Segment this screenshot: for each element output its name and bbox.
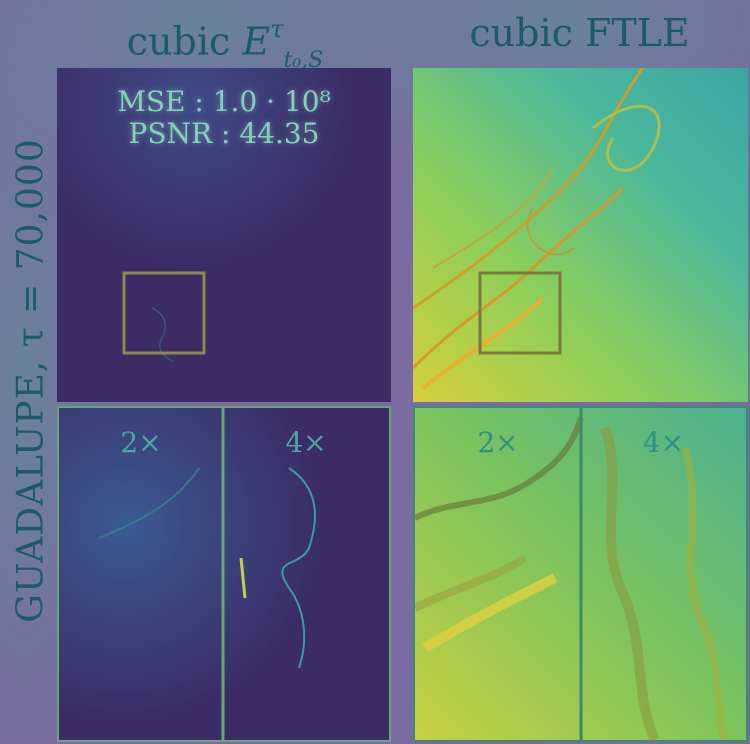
right-column-title: cubic FTLE — [469, 11, 690, 55]
error-field-image — [57, 68, 391, 402]
error-zoom-image — [59, 408, 389, 740]
zoom-box-right — [478, 271, 562, 355]
error-zoom-4x-label: 4× — [285, 426, 327, 459]
ftle-zoom-panel: 2× 4× — [413, 406, 748, 742]
mse-label: MSE : 1.0 · 10⁸ — [117, 85, 331, 118]
error-zoom-panel: 2× 4× — [57, 406, 391, 742]
left-title-symbol: E — [242, 19, 271, 64]
ftle-field-panel — [413, 68, 748, 402]
left-title-prefix: cubic — [126, 19, 231, 64]
error-zoom-2x-label: 2× — [120, 426, 162, 459]
left-title-superscript: τ — [270, 15, 284, 43]
ftle-zoom-image — [415, 408, 746, 740]
psnr-label: PSNR : 44.35 — [128, 117, 320, 150]
ftle-field-image — [413, 68, 748, 402]
error-field-panel: MSE : 1.0 · 10⁸ PSNR : 44.35 — [57, 68, 391, 402]
ftle-zoom-4x-label: 4× — [642, 426, 685, 459]
left-column-title: cubic Eτt₀,S — [60, 4, 390, 73]
ftle-zoom-2x-label: 2× — [477, 426, 519, 459]
zoom-box-left — [122, 271, 206, 355]
row-label: GUADALUPE, τ = 70,000 — [6, 120, 56, 640]
row-label-text: GUADALUPE, τ = 70,000 — [10, 137, 52, 623]
